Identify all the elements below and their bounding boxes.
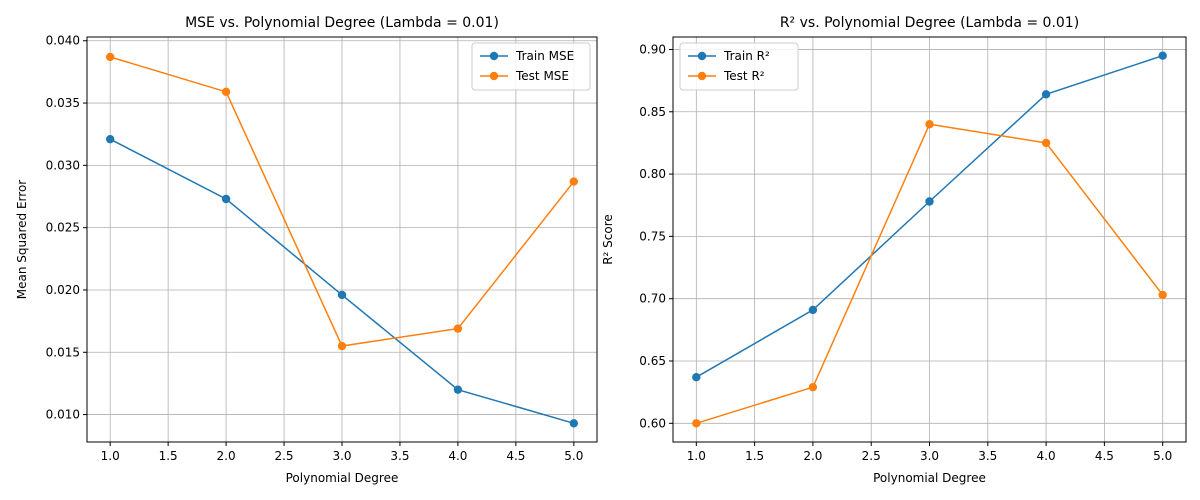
legend-swatch-marker (697, 51, 707, 61)
legend: Train MSE Test MSE (471, 42, 591, 91)
x-tick-label: 4.0 (1037, 449, 1056, 463)
x-axis-label: Polynomial Degree (873, 471, 986, 485)
data-point (1041, 138, 1051, 148)
data-point (692, 373, 701, 382)
data-point (453, 385, 463, 394)
x-tick-label: 3.5 (978, 449, 997, 463)
chart-panel-2: 1.0 1.5 2.0 2.5 3.0 3.5 4.0 4.5 5.0 0.60 0.65 0.70 0… (601, 15, 1187, 485)
x-tick-label: 4.5 (506, 449, 525, 463)
legend-label: Test MSE (515, 69, 569, 83)
data-point (337, 341, 347, 351)
y-tick-label: 0.010 (46, 408, 80, 422)
y-tick-label: 0.030 (46, 158, 80, 172)
data-point (569, 177, 579, 186)
data-point (925, 197, 934, 206)
y-tick-label: 0.70 (639, 292, 666, 306)
y-tick-label: 0.85 (639, 105, 666, 119)
y-tick-label: 0.80 (639, 167, 666, 181)
data-point (105, 52, 115, 62)
data-point (808, 382, 818, 392)
y-tick-label: 0.025 (46, 221, 80, 235)
data-point (692, 419, 701, 428)
x-tick-label: 4.0 (448, 449, 467, 463)
data-point (808, 305, 818, 315)
x-tick-label: 3.0 (332, 449, 351, 463)
data-point (1158, 290, 1167, 300)
data-point (569, 419, 579, 428)
legend-label: Train R² (723, 49, 770, 63)
y-tick-label: 0.020 (46, 283, 80, 297)
legend-box (471, 42, 591, 91)
y-tick-label: 0.90 (639, 42, 666, 56)
x-tick-label: 5.0 (564, 449, 583, 463)
legend-label: Test R² (723, 69, 765, 83)
legend-swatch-marker (489, 51, 499, 61)
data-point (925, 120, 934, 129)
data-point (221, 194, 231, 204)
x-tick-label: 2.5 (274, 449, 293, 463)
data-point (105, 134, 115, 144)
legend-swatch-marker (489, 71, 499, 81)
y-tick-label: 0.60 (639, 416, 666, 430)
x-tick-label: 2.0 (217, 449, 236, 463)
legend-box (679, 42, 799, 91)
chart-title: R² vs. Polynomial Degree (Lambda = 0.01) (780, 15, 1079, 31)
x-tick-label: 3.0 (920, 449, 939, 463)
data-point (337, 290, 347, 300)
x-tick-label: 1.0 (101, 449, 120, 463)
x-tick-label: 5.0 (1153, 449, 1172, 463)
chart-panel-1: 1.0 1.5 2.0 2.5 3.0 3.5 4.0 4.5 5.0 0.010 0.015 0.0… (15, 15, 598, 485)
y-tick-label: 0.65 (639, 354, 666, 368)
x-tick-label: 2.0 (803, 449, 822, 463)
x-tick-label: 1.5 (745, 449, 764, 463)
data-point (1041, 90, 1051, 99)
y-axis-label: Mean Squared Error (15, 180, 29, 300)
y-axis-label: R² Score (601, 214, 615, 265)
x-tick-label: 1.0 (687, 449, 706, 463)
data-point (1158, 51, 1167, 60)
chart-title: MSE vs. Polynomial Degree (Lambda = 0.01… (185, 15, 499, 31)
x-axis-label: Polynomial Degree (286, 471, 399, 485)
legend-swatch-marker (697, 71, 707, 81)
x-tick-label: 2.5 (862, 449, 881, 463)
data-point (221, 87, 231, 97)
data-point (453, 324, 463, 333)
legend-label: Train MSE (515, 49, 574, 63)
y-tick-label: 0.035 (46, 96, 80, 110)
x-tick-label: 1.5 (159, 449, 178, 463)
y-tick-label: 0.040 (46, 34, 80, 48)
x-tick-label: 3.5 (390, 449, 409, 463)
x-tick-label: 4.5 (1095, 449, 1114, 463)
legend: Train R² Test R² (679, 42, 799, 91)
y-tick-label: 0.015 (46, 345, 80, 359)
y-tick-label: 0.75 (639, 229, 666, 243)
